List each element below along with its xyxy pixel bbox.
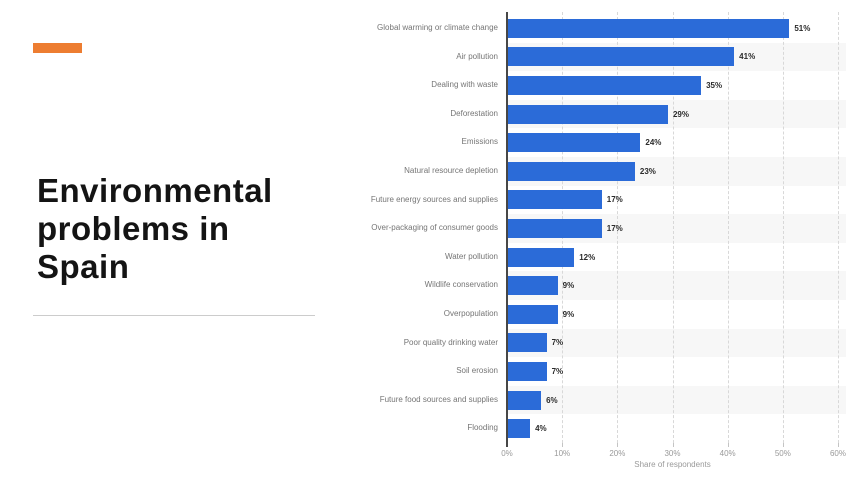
bar bbox=[508, 190, 602, 210]
x-tick-label: 50% bbox=[774, 449, 791, 458]
category-label: Flooding bbox=[467, 423, 498, 433]
y-axis-line bbox=[506, 12, 508, 447]
row-stripe bbox=[508, 271, 846, 300]
bar bbox=[508, 390, 542, 410]
bar bbox=[508, 333, 547, 353]
category-label: Air pollution bbox=[456, 51, 498, 61]
accent-bar bbox=[33, 43, 82, 53]
category-label: Dealing with waste bbox=[431, 80, 498, 90]
bar bbox=[508, 219, 602, 238]
bar bbox=[508, 304, 558, 324]
category-label: Over-packaging of consumer goods bbox=[371, 223, 498, 233]
axis-tick-mark bbox=[562, 443, 564, 447]
category-label: Water pollution bbox=[444, 251, 498, 261]
category-label: Global warming or climate change bbox=[377, 23, 498, 32]
category-label: Deforestation bbox=[450, 108, 498, 118]
bar bbox=[508, 18, 790, 38]
value-label: 17% bbox=[606, 195, 623, 205]
bar bbox=[508, 161, 635, 181]
x-tick-label: 10% bbox=[554, 449, 571, 458]
gridline bbox=[782, 12, 784, 443]
axis-tick-mark bbox=[782, 443, 784, 447]
value-label: 17% bbox=[606, 224, 623, 233]
bar bbox=[508, 276, 558, 296]
bar bbox=[508, 104, 668, 124]
x-tick-label: 20% bbox=[609, 449, 626, 458]
category-label: Emissions bbox=[461, 137, 498, 147]
value-label: 9% bbox=[562, 281, 575, 291]
value-label: 7% bbox=[551, 367, 564, 376]
category-label: Future food sources and supplies bbox=[379, 394, 498, 404]
value-label: 7% bbox=[551, 338, 564, 348]
value-label: 41% bbox=[739, 52, 756, 62]
x-axis-title: Share of respondents bbox=[634, 460, 711, 469]
category-label: Overpopulation bbox=[443, 309, 498, 318]
bar bbox=[508, 76, 702, 95]
gridline bbox=[727, 12, 729, 443]
gridline bbox=[838, 12, 839, 443]
gridline bbox=[672, 12, 674, 443]
category-label: Poor quality drinking water bbox=[403, 337, 498, 347]
category-label: Natural resource depletion bbox=[404, 166, 498, 175]
axis-tick-mark bbox=[672, 443, 674, 447]
x-tick-label: 0% bbox=[501, 449, 513, 458]
title-divider bbox=[33, 315, 315, 316]
x-tick-label: 30% bbox=[664, 449, 681, 458]
x-tick-label: 40% bbox=[719, 449, 736, 458]
bar bbox=[508, 419, 531, 439]
bar bbox=[508, 362, 547, 381]
value-label: 35% bbox=[706, 81, 723, 90]
value-label: 29% bbox=[672, 109, 689, 119]
axis-tick-mark bbox=[838, 443, 839, 447]
category-label: Wildlife conservation bbox=[424, 280, 498, 290]
category-label: Soil erosion bbox=[456, 366, 498, 376]
bar bbox=[508, 247, 575, 267]
value-label: 12% bbox=[579, 252, 596, 262]
bar bbox=[508, 133, 641, 153]
axis-tick-mark bbox=[727, 443, 729, 447]
axis-tick-mark bbox=[617, 443, 619, 447]
value-label: 24% bbox=[645, 138, 662, 148]
gridline bbox=[617, 12, 619, 443]
row-stripe bbox=[508, 328, 846, 358]
page-title: Environmental problems in Spain bbox=[37, 172, 273, 285]
value-label: 51% bbox=[794, 23, 811, 33]
value-label: 6% bbox=[546, 395, 558, 405]
bar bbox=[508, 47, 735, 67]
x-tick-label: 60% bbox=[829, 449, 846, 458]
category-label: Future energy sources and supplies bbox=[370, 194, 498, 204]
value-label: 9% bbox=[562, 309, 575, 319]
value-label: 23% bbox=[639, 166, 656, 176]
row-stripe bbox=[508, 385, 846, 415]
value-label: 4% bbox=[535, 424, 547, 434]
